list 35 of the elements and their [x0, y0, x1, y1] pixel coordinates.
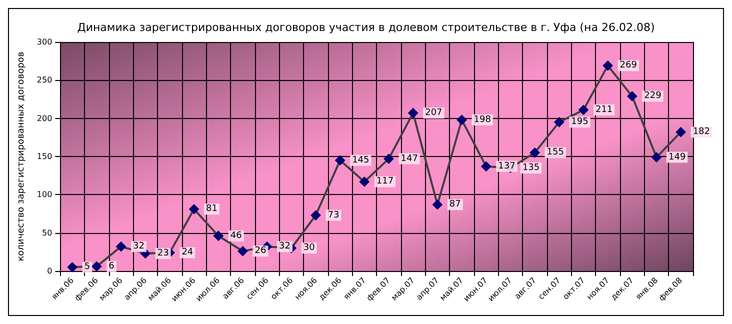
data-label: 5 — [84, 262, 90, 272]
data-label: 32 — [133, 242, 144, 252]
y-tick-label: 50 — [42, 228, 52, 238]
data-label: 211 — [595, 104, 613, 115]
data-label: 117 — [376, 176, 394, 187]
data-label: 198 — [474, 114, 492, 125]
data-label: 81 — [206, 204, 218, 214]
data-label: 26 — [254, 246, 266, 256]
y-tick-label: 100 — [36, 190, 52, 200]
y-tick-label: 200 — [36, 114, 52, 123]
data-label: 30 — [303, 243, 316, 254]
data-label: 73 — [328, 210, 340, 220]
data-label: 229 — [644, 91, 662, 102]
data-label: 87 — [449, 200, 461, 210]
chart-title: Динамика зарегистрированных договоров участия в долевом строительстве в г. Уфа (на 26.02.08) — [77, 21, 655, 34]
y-tick-label: 300 — [36, 38, 52, 46]
data-label: 135 — [522, 162, 540, 173]
data-label: 195 — [571, 117, 588, 128]
y-tick-label: 250 — [36, 76, 52, 85]
data-label: 137 — [498, 161, 516, 172]
data-label: 155 — [546, 148, 564, 158]
data-label: 32 — [279, 242, 291, 252]
data-label: 145 — [352, 155, 370, 166]
data-label: 6 — [108, 261, 115, 272]
data-label: 149 — [668, 152, 686, 162]
data-label: 207 — [425, 108, 442, 118]
data-label: 269 — [620, 60, 638, 71]
y-tick-label: 0 — [47, 266, 52, 276]
y-tick-label: 150 — [36, 152, 52, 161]
data-label: 182 — [692, 127, 710, 138]
y-axis-title: количество зарегистрированных договоров — [16, 52, 26, 262]
data-label: 46 — [230, 230, 242, 241]
data-label: 147 — [400, 154, 418, 164]
data-label: 23 — [157, 248, 169, 258]
data-label: 24 — [182, 248, 194, 258]
